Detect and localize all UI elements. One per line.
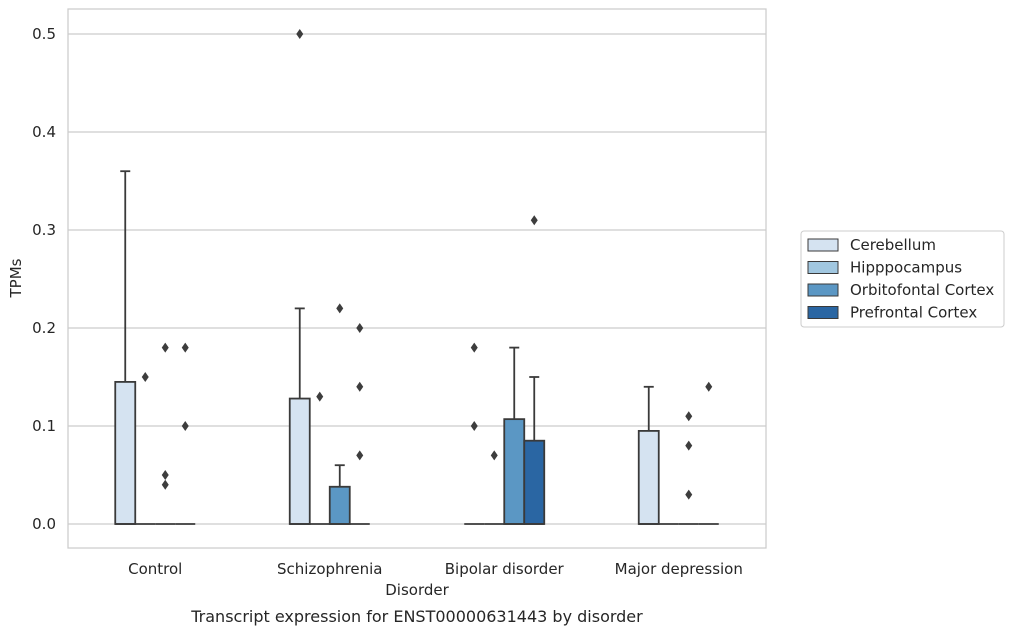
outlier-point bbox=[296, 29, 304, 39]
legend-frame bbox=[800, 230, 1005, 328]
legend: Cerebellum Hipppocampus Orbitofontal Corte… bbox=[800, 230, 1005, 328]
x-tick-label: Schizophrenia bbox=[277, 560, 382, 578]
box-group bbox=[523, 215, 546, 525]
outlier-point bbox=[336, 303, 344, 314]
x-axis-label: Disorder bbox=[385, 581, 449, 599]
y-tick-labels: 0.0 0.1 0.2 0.3 0.4 0.5 bbox=[32, 25, 56, 533]
outlier-point bbox=[316, 391, 324, 402]
outlier-point bbox=[470, 421, 478, 431]
x-tick-label: Bipolar disorder bbox=[445, 560, 565, 578]
outlier-point bbox=[161, 342, 169, 353]
legend-label: Prefrontal Cortex bbox=[850, 304, 977, 322]
outlier-point bbox=[141, 372, 149, 382]
box-group bbox=[114, 170, 137, 525]
outlier-point bbox=[490, 450, 498, 461]
box-group bbox=[349, 323, 370, 525]
legend-swatch bbox=[807, 283, 839, 297]
x-tick-labels: Control Schizophrenia Bipolar disorder Majo… bbox=[128, 560, 743, 578]
x-tick-label: Control bbox=[128, 560, 182, 578]
outlier-point bbox=[356, 450, 364, 461]
outlier-point bbox=[685, 440, 693, 451]
legend-label: Cerebellum bbox=[850, 236, 936, 254]
box bbox=[328, 485, 351, 525]
legend-label: Orbitofontal Cortex bbox=[850, 281, 994, 299]
outlier-point bbox=[181, 342, 189, 353]
x-tick-label: Major depression bbox=[615, 560, 743, 578]
box bbox=[288, 397, 311, 525]
box-group bbox=[698, 381, 719, 525]
boxes bbox=[114, 29, 719, 525]
legend-swatch bbox=[807, 261, 839, 274]
outlier-point bbox=[181, 421, 189, 431]
y-tick-label: 0.0 bbox=[32, 515, 56, 533]
y-tick-label: 0.4 bbox=[32, 123, 56, 141]
box-group bbox=[135, 372, 156, 525]
outlier-point bbox=[356, 381, 364, 392]
legend-swatch bbox=[807, 238, 839, 252]
outlier-point bbox=[470, 342, 478, 353]
outlier-point bbox=[161, 470, 169, 480]
box bbox=[503, 418, 526, 525]
y-tick-label: 0.5 bbox=[32, 25, 56, 43]
box-group bbox=[328, 303, 351, 525]
box-group bbox=[678, 411, 699, 525]
y-tick-label: 0.2 bbox=[32, 319, 56, 337]
box bbox=[114, 380, 137, 525]
y-axis-label: TPMs bbox=[7, 258, 25, 298]
y-tick-label: 0.1 bbox=[32, 417, 56, 435]
box bbox=[523, 439, 546, 525]
box-group bbox=[155, 342, 176, 525]
box-group bbox=[309, 391, 330, 525]
box-group bbox=[175, 342, 196, 525]
outlier-point bbox=[705, 381, 713, 392]
outlier-point bbox=[356, 323, 364, 333]
box-group bbox=[288, 29, 311, 525]
plot-frame bbox=[67, 8, 767, 549]
box-group bbox=[484, 450, 505, 525]
legend-label: Hipppocampus bbox=[850, 259, 962, 277]
outlier-point bbox=[530, 215, 538, 226]
chart-title: Transcript expression for ENST0000063144… bbox=[190, 607, 643, 626]
outlier-point bbox=[685, 489, 693, 500]
box bbox=[637, 429, 660, 525]
outlier-point bbox=[161, 479, 169, 490]
y-tick-label: 0.3 bbox=[32, 221, 56, 239]
outlier-point bbox=[685, 411, 693, 422]
legend-swatch bbox=[807, 306, 839, 319]
box-group bbox=[637, 385, 660, 525]
box-group bbox=[464, 342, 485, 525]
